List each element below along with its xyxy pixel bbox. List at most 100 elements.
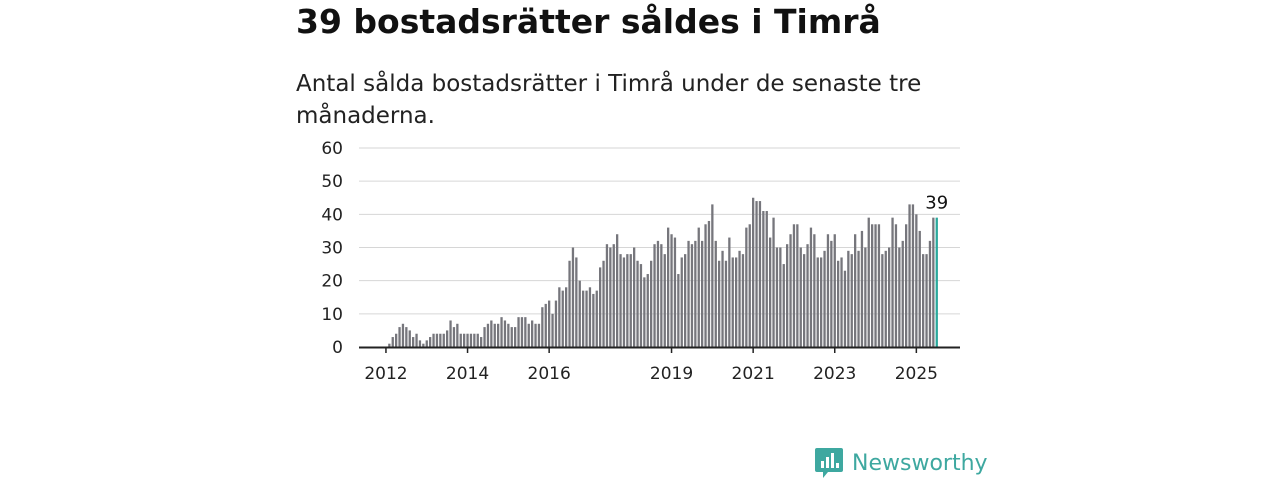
bar xyxy=(922,254,925,347)
y-tick-label: 0 xyxy=(332,338,343,358)
bar xyxy=(867,217,870,347)
bar xyxy=(711,204,714,347)
bar xyxy=(459,333,462,347)
bar xyxy=(667,227,670,347)
bar xyxy=(520,317,524,347)
bar xyxy=(660,244,663,347)
x-tick-label: 2019 xyxy=(650,364,693,384)
chart-title: 39 bostadsrätter såldes i Timrå xyxy=(296,2,881,41)
bar xyxy=(650,260,653,347)
bar xyxy=(786,244,789,347)
bar xyxy=(473,333,476,347)
y-tick-label: 40 xyxy=(321,205,343,225)
bar xyxy=(925,254,928,347)
bar xyxy=(398,327,401,347)
bar xyxy=(918,230,921,347)
bar xyxy=(670,234,673,347)
bar xyxy=(701,240,704,347)
bar xyxy=(432,333,435,347)
bar xyxy=(554,300,558,347)
bar xyxy=(544,303,547,347)
bar xyxy=(881,254,884,347)
bar xyxy=(616,234,619,347)
bar xyxy=(480,337,483,347)
bar xyxy=(769,237,772,347)
bar xyxy=(653,244,656,347)
bar xyxy=(830,240,833,347)
bar xyxy=(779,247,782,347)
bar xyxy=(395,333,398,347)
bar xyxy=(820,257,823,347)
bar xyxy=(537,323,541,347)
bar xyxy=(405,327,408,347)
bar xyxy=(633,247,636,347)
bar xyxy=(792,224,796,347)
bar xyxy=(775,247,779,347)
bar xyxy=(816,257,819,347)
bar xyxy=(718,260,721,347)
bar xyxy=(721,250,724,347)
bar xyxy=(602,260,605,347)
bar xyxy=(582,290,585,347)
latest-value-label: 39 xyxy=(925,193,948,214)
bar xyxy=(575,257,578,347)
bar xyxy=(439,333,442,347)
bar xyxy=(517,317,520,347)
bar xyxy=(752,197,755,347)
bar xyxy=(561,290,564,347)
bar xyxy=(483,327,486,347)
bar xyxy=(609,247,612,347)
bar xyxy=(469,333,473,347)
bar xyxy=(731,257,734,347)
bar xyxy=(592,293,595,347)
bar xyxy=(388,343,391,347)
bar xyxy=(507,323,510,347)
bar xyxy=(714,240,717,347)
bar xyxy=(871,224,874,347)
bar xyxy=(415,333,418,347)
bar xyxy=(548,300,551,347)
bar xyxy=(884,250,887,347)
highlight-bar xyxy=(935,217,938,347)
bar xyxy=(425,340,428,347)
bar xyxy=(558,287,561,347)
bar xyxy=(497,323,500,347)
bar xyxy=(629,254,632,347)
x-tick-label: 2014 xyxy=(446,364,489,384)
bar xyxy=(928,240,932,347)
bar xyxy=(694,240,697,347)
bar xyxy=(697,227,700,347)
bar xyxy=(646,274,649,347)
bar xyxy=(578,280,581,347)
bar xyxy=(765,211,768,347)
bar xyxy=(418,340,422,347)
x-tick-label: 2012 xyxy=(364,364,407,384)
bar xyxy=(503,320,507,347)
bar xyxy=(857,250,860,347)
bar xyxy=(585,290,588,347)
bar xyxy=(898,247,901,347)
bar xyxy=(707,220,711,347)
bar xyxy=(408,330,411,347)
bar xyxy=(758,201,762,347)
bar xyxy=(449,320,452,347)
bar xyxy=(500,317,503,347)
bar xyxy=(864,247,867,347)
bar xyxy=(605,244,609,347)
bar xyxy=(915,214,918,347)
bar xyxy=(452,327,456,347)
bar xyxy=(894,224,898,347)
bar xyxy=(486,323,490,347)
bar xyxy=(493,323,496,347)
bar xyxy=(636,260,639,347)
bar xyxy=(772,217,775,347)
bar xyxy=(595,290,598,347)
bar xyxy=(541,307,544,347)
bar xyxy=(877,224,881,347)
bar xyxy=(476,333,479,347)
bar xyxy=(813,234,816,347)
bar xyxy=(735,257,738,347)
bar xyxy=(860,230,864,347)
bar xyxy=(748,224,751,347)
bar xyxy=(724,260,728,347)
